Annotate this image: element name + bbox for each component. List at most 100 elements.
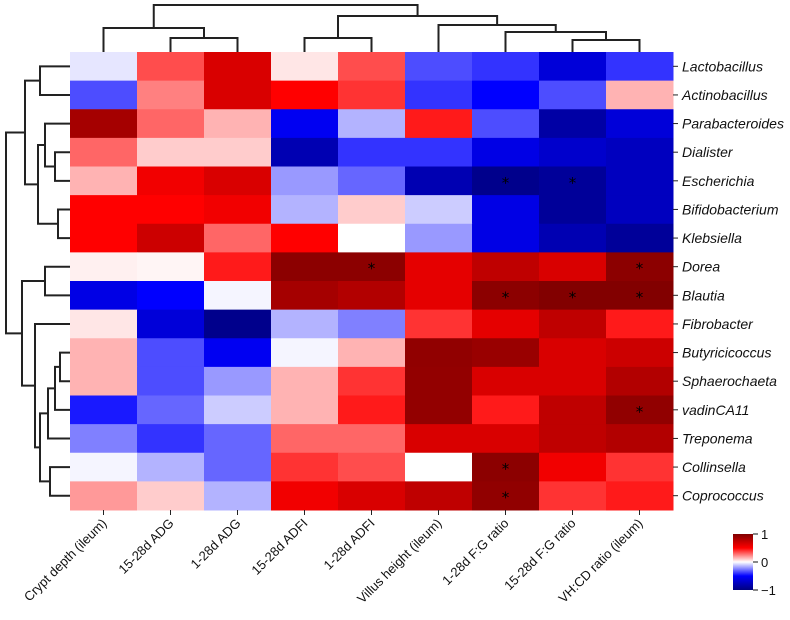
significance-mark: * [636, 403, 644, 421]
heatmap-cell [70, 395, 138, 425]
heatmap-cell [70, 52, 138, 82]
heatmap-cell [137, 52, 205, 82]
heatmap-cell [137, 166, 205, 196]
heatmap-cell [271, 281, 339, 311]
colorbar-tick-label-max: 1 [761, 527, 768, 542]
heatmap-cell [472, 52, 540, 82]
heatmap-cell [606, 80, 674, 110]
heatmap-cell [271, 424, 339, 454]
heatmap-cell [70, 452, 138, 482]
heatmap-cell [271, 395, 339, 425]
heatmap-cell [606, 195, 674, 225]
heatmap-cell [204, 52, 272, 82]
heatmap-cell [271, 195, 339, 225]
heatmap-cell [539, 309, 607, 339]
heatmap-cell [271, 109, 339, 139]
heatmap-cell [472, 395, 540, 425]
heatmap-cell [539, 395, 607, 425]
dendrogram-branch [59, 351, 70, 383]
column-label: 15-28d F:G ratio [501, 516, 579, 594]
column-labels: Crypt depth (ileum) 15-28d ADG 1-28d ADG 15… [21, 510, 646, 606]
significance-mark: * [368, 260, 376, 278]
heatmap-cell [472, 109, 540, 139]
colorbar-tick-label-mid: 0 [761, 555, 768, 570]
heatmap-cell [472, 338, 540, 368]
heatmap-cell [472, 366, 540, 396]
row-label: Butyricicoccus [682, 345, 771, 361]
heatmap-cell [606, 424, 674, 454]
heatmap-cell [271, 366, 339, 396]
dendrogram-branch [54, 151, 70, 182]
heatmap-cell [70, 309, 138, 339]
heatmap-cell [338, 366, 406, 396]
row-labels: Lactobacillus Actinobacillus Parabacteroid… [673, 58, 784, 504]
significance-mark: * [569, 174, 577, 192]
heatmap-cell [472, 195, 540, 225]
heatmap-cell [539, 195, 607, 225]
heatmap-cell [204, 338, 272, 368]
heatmap-cell [204, 481, 272, 511]
heatmap-cell [606, 366, 674, 396]
heatmap-cell [137, 309, 205, 339]
heatmap-cell [472, 452, 540, 482]
heatmap-cell [405, 252, 473, 282]
heatmap-cell [271, 252, 339, 282]
heatmap-cell [204, 223, 272, 253]
heatmap-cell [539, 166, 607, 196]
heatmap-cell [539, 109, 607, 139]
heatmap-cell [472, 424, 540, 454]
heatmap-cell [539, 52, 607, 82]
dendrogram-branch [44, 265, 70, 297]
heatmap-cell [405, 166, 473, 196]
dendrogram-branch [57, 208, 70, 240]
heatmap-cell [539, 80, 607, 110]
significance-mark: * [502, 288, 510, 306]
heatmap-cell [204, 452, 272, 482]
heatmap-cell [271, 52, 339, 82]
column-label: 1-28d ADG [188, 516, 244, 572]
heatmap-cell [606, 223, 674, 253]
heatmap-cell [137, 252, 205, 282]
heatmap-cell [204, 195, 272, 225]
heatmap-cell [405, 80, 473, 110]
row-label: Dorea [682, 259, 720, 275]
dendrogram-branch [5, 131, 25, 335]
heatmap-cell [204, 309, 272, 339]
heatmap-cell [405, 137, 473, 167]
heatmap-cell [405, 52, 473, 82]
heatmap-cell [271, 166, 339, 196]
heatmap-cell [137, 80, 205, 110]
heatmap-cell [204, 137, 272, 167]
heatmap-cell [472, 223, 540, 253]
heatmap-cell [137, 109, 205, 139]
heatmap-cell [70, 223, 138, 253]
row-label: Treponema [682, 430, 753, 446]
heatmap-cell [70, 80, 138, 110]
heatmap-cell [405, 452, 473, 482]
heatmap-cell [405, 366, 473, 396]
heatmap-cell [271, 481, 339, 511]
heatmap-cell [539, 452, 607, 482]
heatmap-cell [472, 137, 540, 167]
column-label: 15-28d ADG [115, 516, 176, 577]
heatmap-cell [271, 137, 339, 167]
heatmap-cell [271, 452, 339, 482]
heatmap-cell [338, 80, 406, 110]
dendrogram-branch [21, 280, 45, 387]
heatmap-cell [137, 481, 205, 511]
row-label: Klebsiella [682, 230, 742, 246]
heatmap-cell [606, 137, 674, 167]
heatmap-cell [338, 252, 406, 282]
heatmap-cell [606, 395, 674, 425]
heatmap-cell [70, 109, 138, 139]
heatmap-cell [606, 309, 674, 339]
dendrogram-branch [437, 24, 557, 52]
colorbar [733, 534, 753, 590]
dendrogram-branch [337, 15, 499, 38]
row-label: Lactobacillus [682, 58, 763, 74]
colorbar-tick-label-min: −1 [761, 583, 776, 598]
heatmap-cell [405, 338, 473, 368]
heatmap-cell [606, 109, 674, 139]
heatmap-cell [70, 252, 138, 282]
